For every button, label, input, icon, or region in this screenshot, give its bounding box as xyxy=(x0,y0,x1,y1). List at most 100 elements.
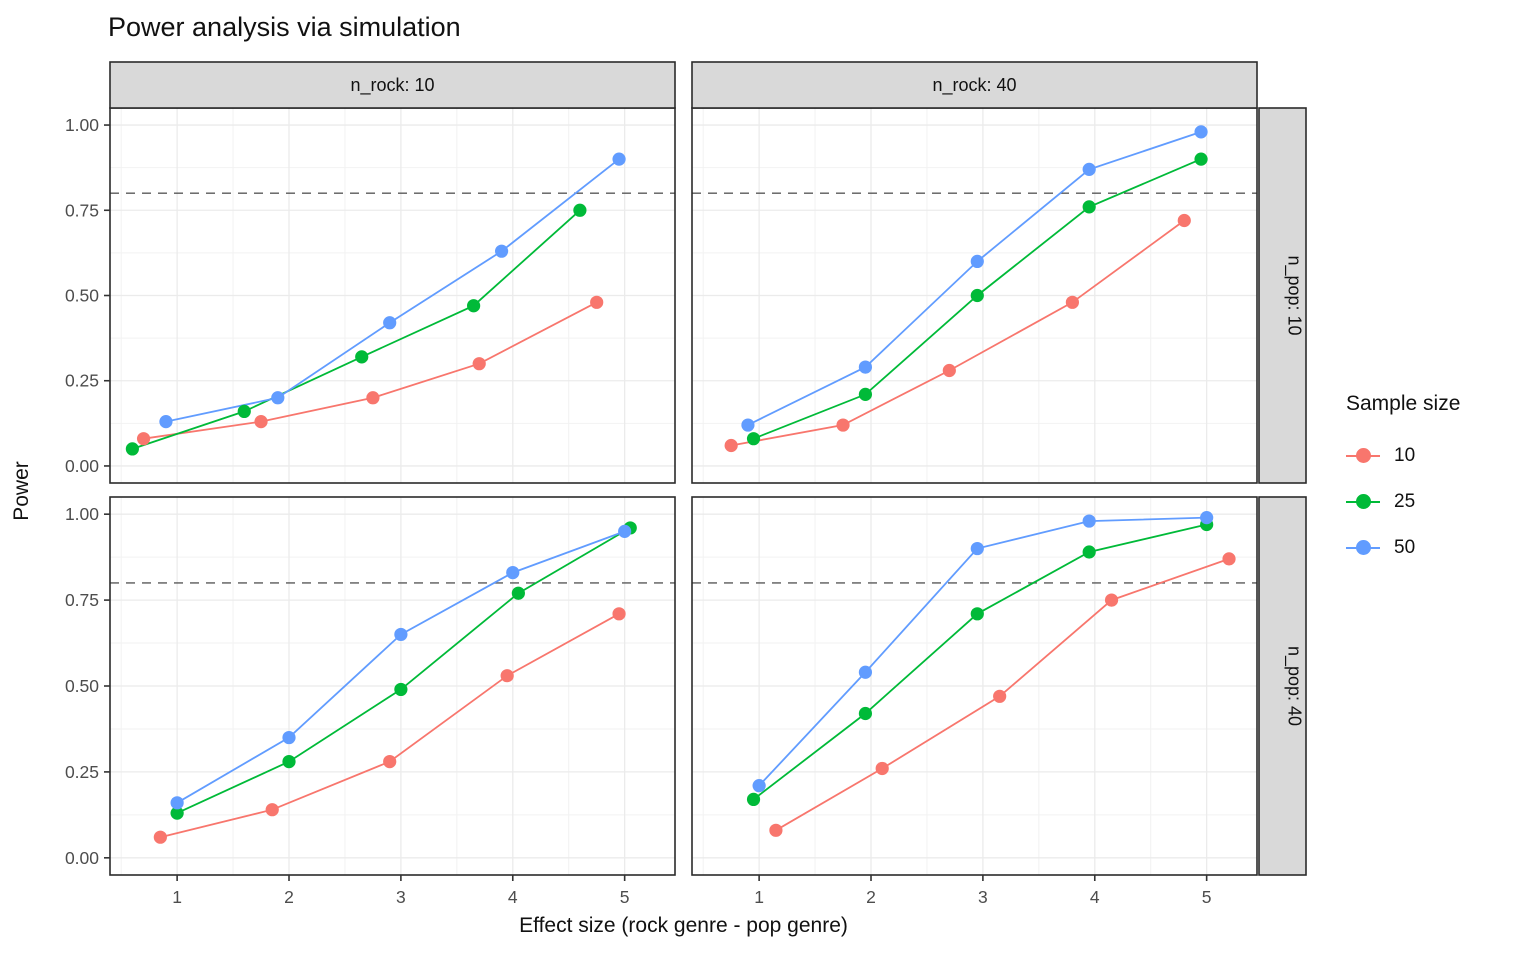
data-point-sample-10 xyxy=(1177,213,1191,228)
data-point-sample-10 xyxy=(1222,552,1236,566)
data-point-sample-10 xyxy=(724,438,738,453)
legend-entry-25: 25 xyxy=(1346,488,1460,516)
data-point-sample-50 xyxy=(741,418,755,432)
data-point-sample-25 xyxy=(282,755,296,769)
legend: Sample size 10 25 50 xyxy=(1346,392,1460,580)
y-tick-label: 0.75 xyxy=(65,200,99,220)
data-point-sample-25 xyxy=(1082,545,1096,559)
data-point-sample-25 xyxy=(237,404,251,419)
data-point-sample-10 xyxy=(836,418,850,432)
data-point-sample-10 xyxy=(383,755,397,769)
data-point-sample-50 xyxy=(282,730,296,745)
data-point-sample-50 xyxy=(494,244,509,258)
data-point-sample-10 xyxy=(366,391,380,405)
data-point-sample-10 xyxy=(590,295,604,309)
data-point-sample-25 xyxy=(970,288,984,303)
x-tick-label: 5 xyxy=(620,887,630,907)
y-tick-label: 0.75 xyxy=(65,590,99,610)
data-point-sample-25 xyxy=(858,706,873,721)
data-point-sample-25 xyxy=(746,432,761,446)
y-tick-label: 1.00 xyxy=(65,115,99,135)
legend-entry-50: 50 xyxy=(1346,534,1460,562)
data-point-sample-25 xyxy=(394,682,408,697)
x-tick-label: 3 xyxy=(396,887,406,907)
y-tick-label: 0.50 xyxy=(65,676,99,696)
data-point-sample-10 xyxy=(1104,593,1119,607)
data-point-sample-50 xyxy=(618,524,632,538)
y-axis-title: Power xyxy=(10,461,33,521)
y-tick-label: 0.25 xyxy=(65,371,99,391)
data-point-sample-10 xyxy=(612,607,626,621)
legend-title: Sample size xyxy=(1346,392,1461,415)
y-tick-label: 0.00 xyxy=(65,848,99,868)
data-point-sample-25 xyxy=(511,586,525,600)
y-tick-label: 0.25 xyxy=(65,762,99,782)
data-point-sample-50 xyxy=(970,541,984,556)
legend-label: 25 xyxy=(1394,491,1416,512)
facet-row-label: n_pop: 10 xyxy=(1284,255,1305,335)
legend-label: 10 xyxy=(1394,445,1416,466)
data-point-sample-25 xyxy=(573,203,587,217)
facet-col-label: n_rock: 10 xyxy=(350,75,434,96)
data-point-sample-25 xyxy=(970,607,984,621)
data-point-sample-25 xyxy=(467,299,481,313)
data-point-sample-10 xyxy=(153,830,167,844)
data-point-sample-50 xyxy=(271,391,285,405)
data-point-sample-50 xyxy=(1082,514,1096,528)
data-point-sample-10 xyxy=(500,669,514,683)
x-tick-label: 4 xyxy=(1090,887,1100,907)
x-tick-label: 1 xyxy=(754,887,764,907)
data-point-sample-10 xyxy=(472,357,486,371)
legend-key-line-dot-icon xyxy=(1346,534,1380,562)
legend-key-line-dot-icon xyxy=(1346,488,1380,516)
data-point-sample-25 xyxy=(858,387,873,401)
x-tick-label: 2 xyxy=(284,887,294,907)
legend-entry-10: 10 xyxy=(1346,442,1460,470)
data-point-sample-50 xyxy=(394,627,408,642)
data-point-sample-50 xyxy=(1200,511,1214,525)
y-tick-label: 0.00 xyxy=(65,456,99,476)
data-point-sample-25 xyxy=(355,350,369,364)
data-point-sample-10 xyxy=(942,363,956,378)
data-point-sample-50 xyxy=(506,566,520,580)
data-point-sample-50 xyxy=(383,316,397,330)
data-point-sample-10 xyxy=(265,803,279,817)
facet-row-label: n_pop: 40 xyxy=(1284,646,1305,726)
facet-col-strip xyxy=(109,61,676,109)
data-point-sample-50 xyxy=(612,152,626,166)
data-point-sample-50 xyxy=(1194,125,1208,139)
data-point-sample-50 xyxy=(858,360,873,374)
data-point-sample-50 xyxy=(970,254,984,269)
data-point-sample-50 xyxy=(170,796,184,810)
data-point-sample-25 xyxy=(125,442,139,456)
data-point-sample-10 xyxy=(875,761,889,776)
data-point-sample-10 xyxy=(993,689,1007,703)
x-tick-label: 1 xyxy=(172,887,182,907)
facet-row-strip xyxy=(1258,496,1307,876)
data-point-sample-10 xyxy=(769,823,783,837)
data-point-sample-50 xyxy=(858,665,873,679)
facet-col-label: n_rock: 40 xyxy=(932,75,1016,96)
legend-key-dot xyxy=(1356,448,1371,463)
data-point-sample-10 xyxy=(254,415,268,429)
facet-row-strip xyxy=(1258,107,1307,484)
plot-title: Power analysis via simulation xyxy=(108,12,461,42)
panel-border xyxy=(691,496,1258,876)
x-tick-label: 4 xyxy=(508,887,518,907)
y-tick-label: 0.50 xyxy=(65,286,99,306)
data-point-sample-10 xyxy=(1065,295,1079,309)
legend-key-line-dot-icon xyxy=(1346,442,1380,470)
x-tick-label: 5 xyxy=(1202,887,1212,907)
data-point-sample-50 xyxy=(159,415,173,429)
x-tick-label: 2 xyxy=(866,887,876,907)
x-tick-label: 3 xyxy=(978,887,988,907)
legend-label: 50 xyxy=(1394,537,1416,558)
x-axis-title: Effect size (rock genre - pop genre) xyxy=(519,914,848,937)
facet-col-strip xyxy=(691,61,1258,109)
data-point-sample-25 xyxy=(170,806,184,820)
data-point-sample-50 xyxy=(1082,162,1096,176)
legend-key-dot xyxy=(1356,540,1371,555)
y-tick-label: 1.00 xyxy=(65,504,99,524)
